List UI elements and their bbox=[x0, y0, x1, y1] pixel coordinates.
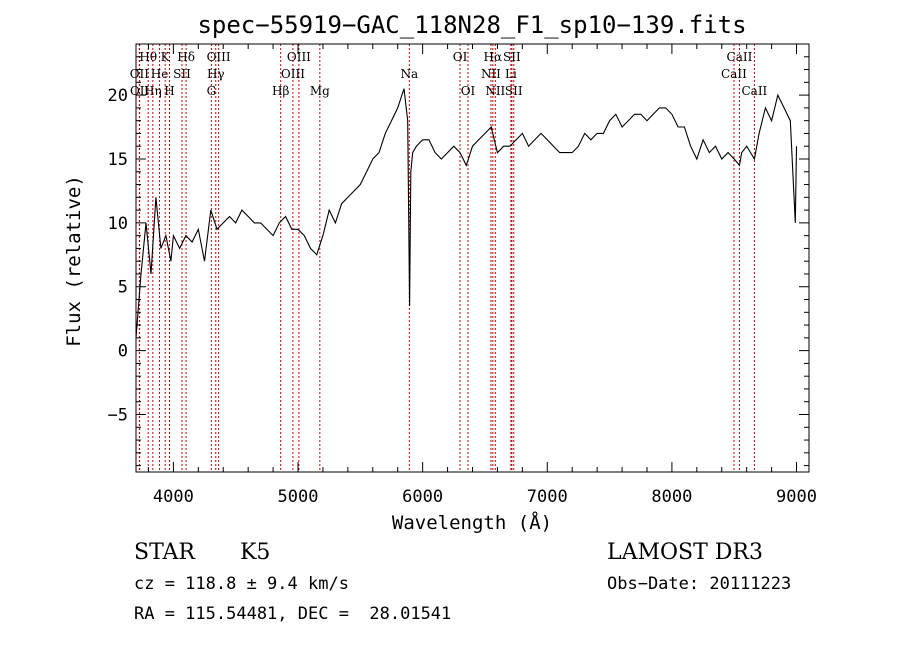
spectral-line-label: Hγ bbox=[207, 67, 225, 81]
spectral-line-label: SII bbox=[503, 50, 521, 64]
line-markers bbox=[138, 44, 755, 472]
x-axis-label: Wavelength (Å) bbox=[392, 511, 552, 534]
spectral-line-label: K bbox=[161, 50, 171, 64]
x-tick-label: 6000 bbox=[402, 487, 443, 507]
axis-ticks bbox=[136, 43, 809, 472]
y-tick-label: 0 bbox=[118, 342, 128, 362]
object-subclass: K5 bbox=[240, 540, 270, 565]
observation-date: Obs−Date: 20111223 bbox=[607, 574, 791, 594]
spectral-line-label: G bbox=[207, 84, 217, 98]
spectral-line-label: Mg bbox=[310, 84, 330, 98]
spectral-line-label: OII bbox=[130, 84, 150, 98]
spectral-line-label: OIII bbox=[281, 67, 305, 81]
spectral-line-label: SII bbox=[173, 67, 191, 81]
y-tick-label: 5 bbox=[118, 278, 128, 298]
spectral-line-label: Hβ bbox=[272, 84, 289, 98]
plot-frame bbox=[135, 43, 810, 473]
x-tick-label: 5000 bbox=[278, 487, 319, 507]
spectral-line-label: H bbox=[164, 84, 174, 98]
x-tick-label: 8000 bbox=[651, 487, 692, 507]
y-tick-label: 20 bbox=[108, 86, 128, 106]
coordinates: RA = 115.54481, DEC = 28.01541 bbox=[134, 604, 451, 624]
x-tick-label: 9000 bbox=[776, 487, 817, 507]
spectral-line-label: Na bbox=[400, 67, 418, 81]
spectral-line-label: OI bbox=[461, 84, 476, 98]
spectral-line-label: CaII bbox=[721, 67, 747, 81]
survey-name: LAMOST DR3 bbox=[607, 540, 763, 565]
object-class: STAR bbox=[134, 540, 196, 565]
x-tick-label: 7000 bbox=[527, 487, 568, 507]
spectral-line-label: NII bbox=[481, 67, 501, 81]
spectral-line-label: Hδ bbox=[177, 50, 195, 64]
redshift-cz: cz = 118.8 ± 9.4 km/s bbox=[134, 574, 349, 594]
spectral-line-label: CaII bbox=[741, 84, 767, 98]
chart-title: spec−55919−GAC_118N28_F1_sp10−139.fits bbox=[197, 11, 746, 39]
spectral-line-label: He bbox=[151, 67, 169, 81]
spectral-line-label: Hη bbox=[144, 84, 162, 98]
y-axis-label: Flux (relative) bbox=[63, 175, 85, 347]
spectral-line-label: OI bbox=[453, 50, 468, 64]
spectral-line-label: CaII bbox=[727, 50, 753, 64]
spectral-line-label: Hα bbox=[484, 50, 503, 64]
spectral-line-label: Hθ bbox=[139, 50, 157, 64]
x-tick-label: 4000 bbox=[153, 487, 194, 507]
spectral-line-label: OII bbox=[130, 67, 150, 81]
spectral-line-label: OIII bbox=[287, 50, 311, 64]
spectral-line-label: OIII bbox=[207, 50, 231, 64]
spectral-line-label: Li bbox=[505, 67, 517, 81]
y-tick-label: 10 bbox=[108, 214, 128, 234]
spectrum-series-line bbox=[135, 88, 798, 338]
y-tick-label: 15 bbox=[108, 150, 128, 170]
spectral-line-label: SII bbox=[505, 84, 523, 98]
axis-tick-labels: 4000 5000 6000 7000 8000 9000 −5 0 5 10 15 20 bbox=[108, 86, 817, 507]
y-tick-label: −5 bbox=[108, 406, 128, 426]
spectral-line-label: NII bbox=[485, 84, 505, 98]
